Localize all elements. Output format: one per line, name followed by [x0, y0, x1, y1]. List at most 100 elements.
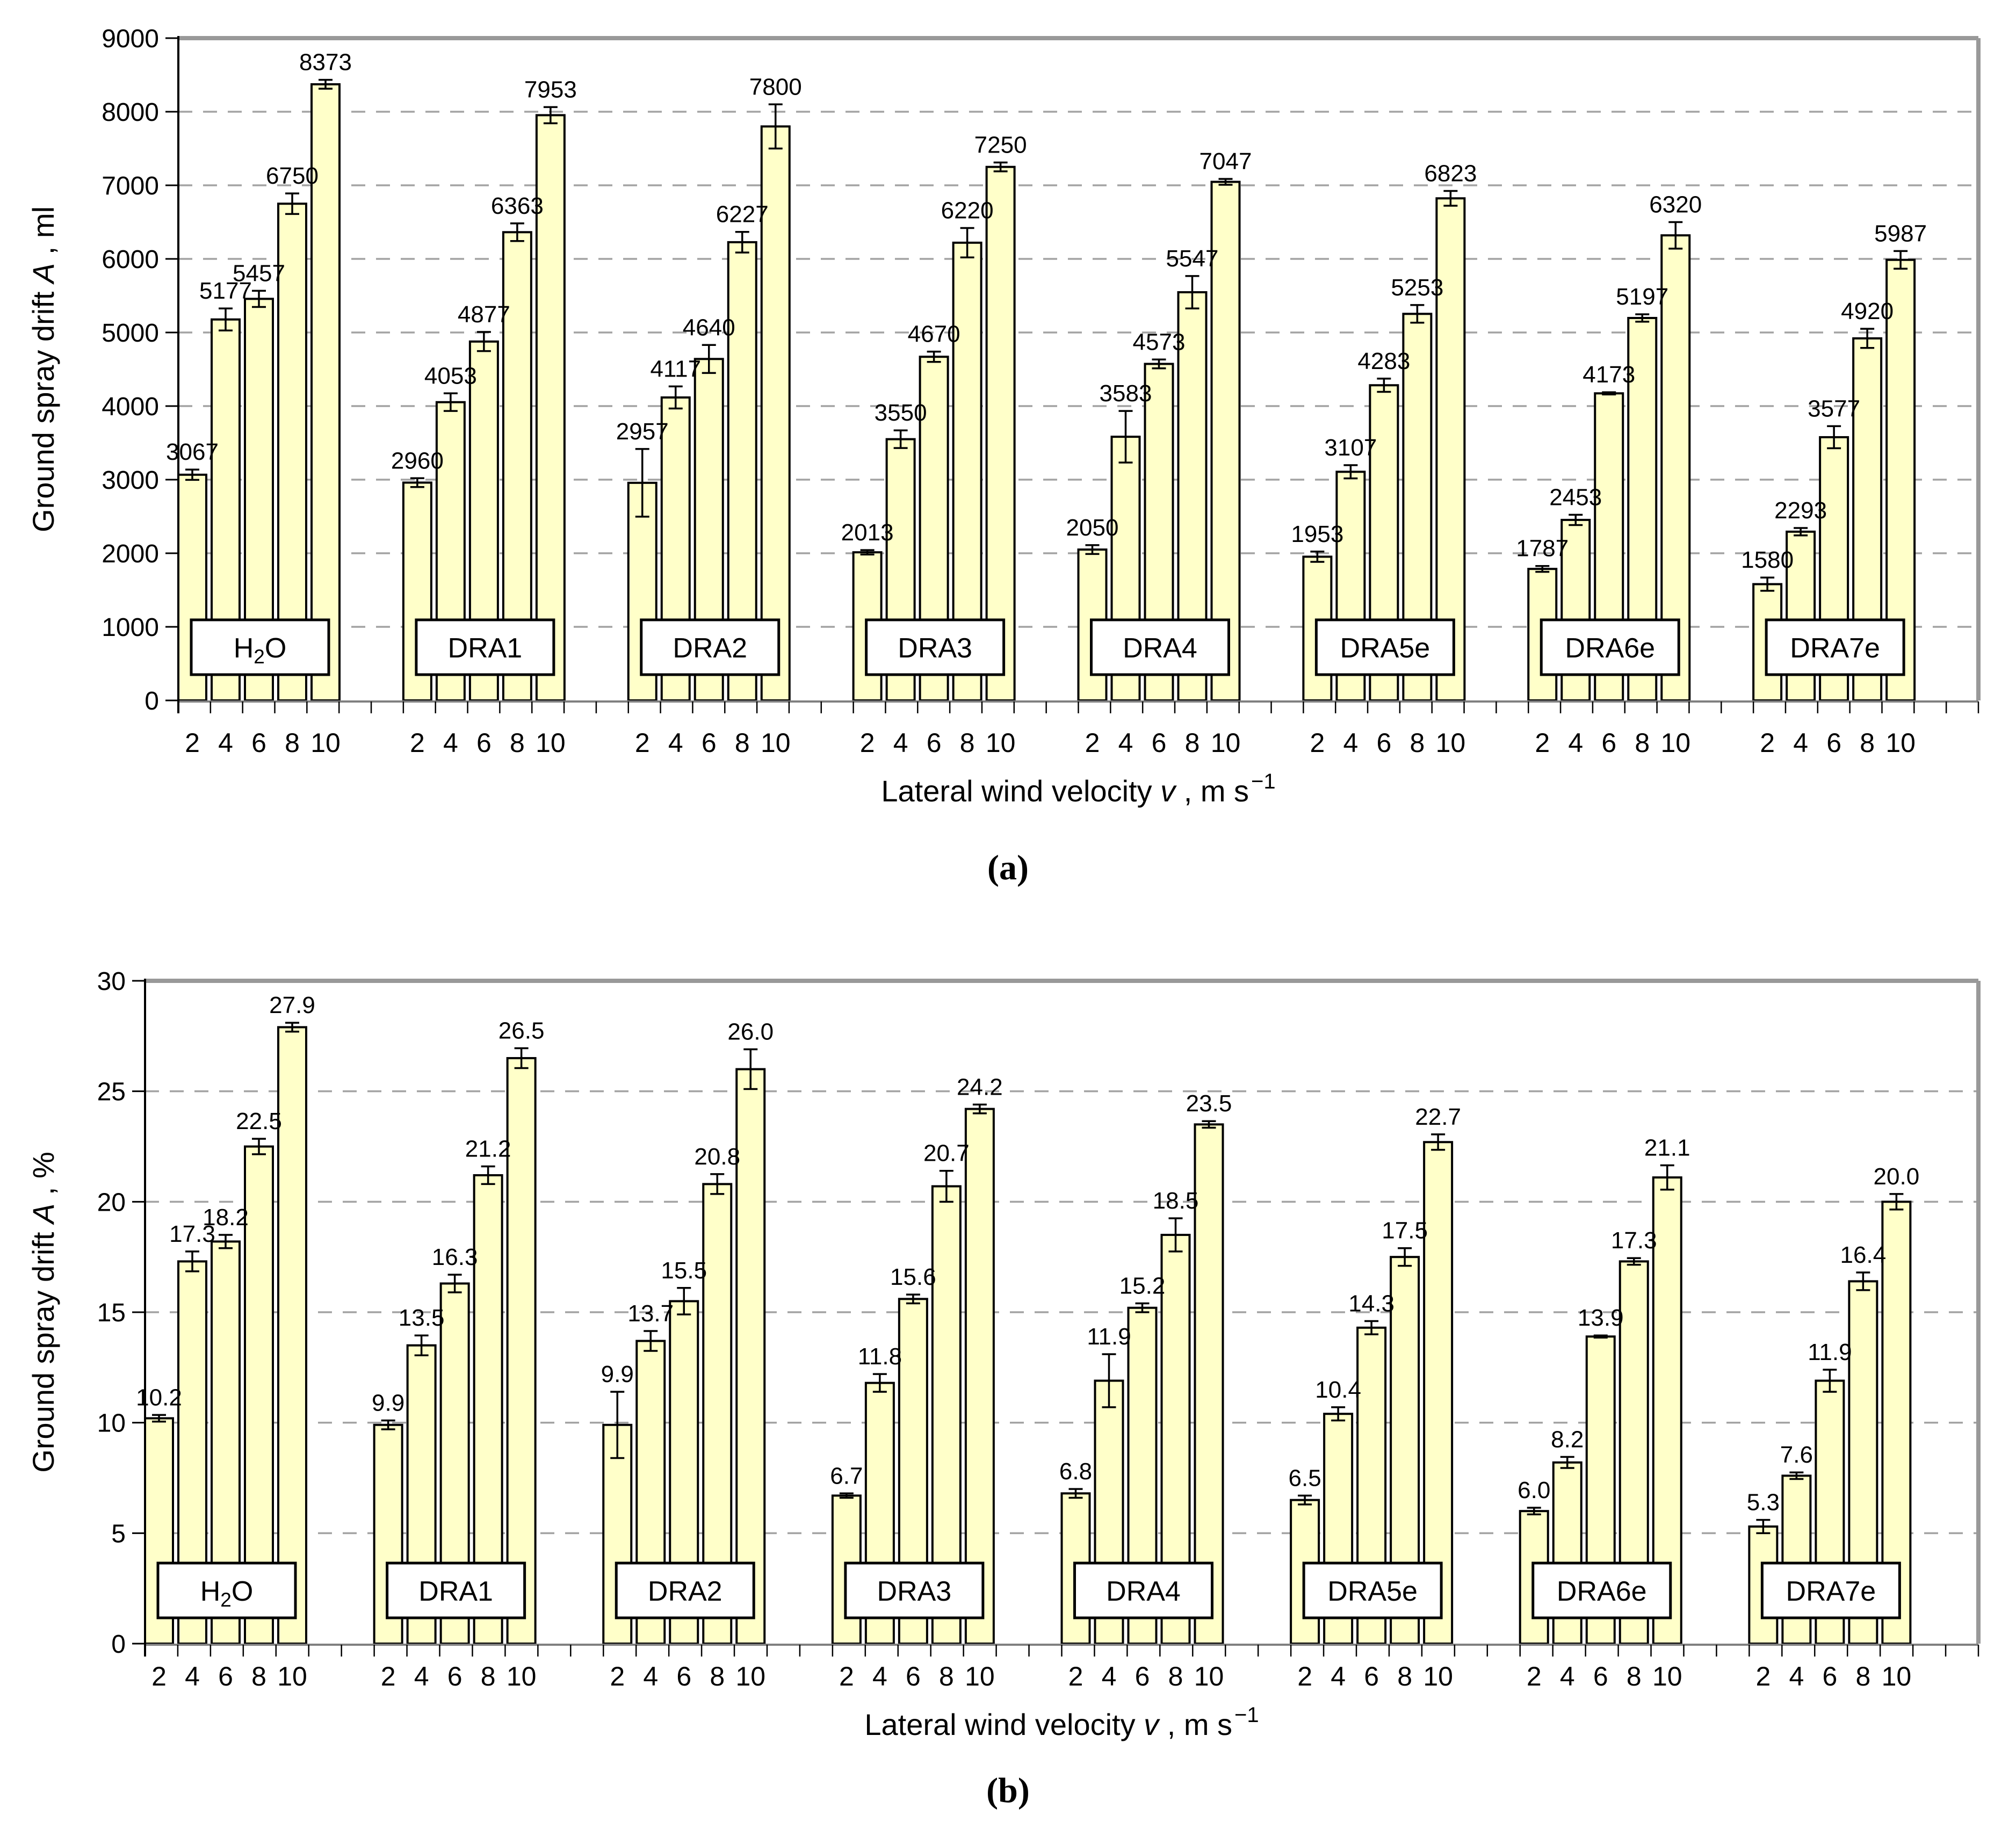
group-label: DRA6e	[1565, 633, 1655, 664]
x-tick-label: 2	[1760, 728, 1775, 758]
y-tick-label: 30	[97, 967, 126, 996]
bar-value-label: 7250	[974, 132, 1027, 158]
x-tick-label: 4	[218, 728, 233, 758]
x-tick-label: 8	[710, 1661, 725, 1691]
y-tick-label: 4000	[102, 393, 159, 421]
x-tick-label: 4	[1118, 728, 1133, 758]
x-tick-label: 8	[285, 728, 300, 758]
bar-value-label: 21.1	[1644, 1134, 1690, 1161]
x-tick-label: 6	[1601, 728, 1616, 758]
x-tick-label: 4	[1560, 1661, 1575, 1691]
y-tick-label: 8000	[102, 98, 159, 127]
bar-value-label: 2013	[841, 519, 894, 546]
bar-value-label: 11.9	[1087, 1323, 1131, 1350]
y-tick-label: 10	[97, 1409, 126, 1438]
bar-value-label: 6.0	[1518, 1477, 1550, 1503]
bar	[1435, 197, 1466, 701]
bar-value-label: 6363	[491, 193, 544, 219]
x-tick-label: 10	[965, 1661, 995, 1691]
x-tick-label: 4	[668, 728, 683, 758]
bar-value-label: 2960	[391, 447, 444, 474]
x-tick-label: 6	[1135, 1661, 1150, 1691]
bar-value-label: 1953	[1291, 521, 1343, 547]
y-tick-label: 3000	[102, 466, 159, 495]
group-label-box	[386, 1561, 526, 1619]
x-tick-label: 2	[1527, 1661, 1542, 1691]
bar-value-label: 6220	[941, 197, 994, 223]
panel-a: 0 1000 2000 3000 4000 5000 6000 7000 8000 9000 H2O…	[26, 25, 1981, 808]
bar-value-label: 3583	[1100, 380, 1152, 407]
bar-value-label: 8.2	[1551, 1426, 1584, 1452]
x-tick-label: 2	[185, 728, 200, 758]
bar-value-label: 2957	[616, 418, 669, 445]
bar-value-label: 5987	[1874, 220, 1927, 247]
bar-value-label: 20.8	[694, 1144, 740, 1170]
caption-b: (b)	[986, 1771, 1030, 1810]
x-tick-label: 6	[1364, 1661, 1379, 1691]
x-tick-label: 6	[702, 728, 717, 758]
x-tick-label: 2	[1085, 728, 1100, 758]
bar-value-label: 5197	[1616, 284, 1668, 310]
x-tick-label: 6	[1826, 728, 1841, 758]
bar-value-label: 4117	[650, 356, 701, 382]
x-tick-label: 8	[1635, 728, 1650, 758]
bar-value-label: 11.8	[858, 1343, 902, 1370]
x-tick-label: 4	[443, 728, 458, 758]
x-tick-label: 8	[481, 1661, 496, 1691]
x-tick-label: 10	[1882, 1661, 1912, 1691]
group-label-box	[156, 1561, 297, 1619]
bar-value-label: 1580	[1741, 547, 1794, 573]
group-label-box	[844, 1561, 985, 1619]
x-tick-label: 6	[1152, 728, 1167, 758]
y-tick-label: 0	[144, 687, 159, 715]
group-label-box	[1090, 618, 1230, 676]
bar-value-label: 15.6	[890, 1264, 936, 1290]
x-tick-label: 10	[735, 1661, 765, 1691]
bar-value-label: 10.4	[1315, 1377, 1361, 1403]
x-tick-label: 10	[1436, 728, 1466, 758]
group-label-box	[1531, 1561, 1672, 1619]
bar-value-label: 8373	[299, 49, 352, 76]
bar-value-label: 18.5	[1153, 1188, 1199, 1214]
bar-value-label: 4173	[1583, 361, 1635, 388]
x-tick-label: 10	[310, 728, 341, 758]
bar-value-label: 5457	[233, 260, 285, 286]
group-label-box	[1760, 1561, 1901, 1619]
group-label: DRA7e	[1790, 633, 1880, 664]
x-tick-label: 10	[1211, 728, 1241, 758]
bar-value-label: 6750	[266, 163, 319, 189]
group-label: DRA4	[1123, 633, 1197, 664]
group-label-box	[865, 618, 1006, 676]
bar-value-label: 6823	[1424, 161, 1477, 187]
y-tick-label: 2000	[102, 540, 159, 568]
x-axis-title: Lateral wind velocity v , m s −1	[881, 770, 1275, 808]
bar	[735, 1068, 766, 1645]
group-label: DRA7e	[1786, 1576, 1876, 1607]
bar-value-label: 20.7	[923, 1140, 970, 1167]
x-tick-label: 10	[507, 1661, 537, 1691]
x-tick-label: 6	[676, 1661, 691, 1691]
bar-value-label: 6.5	[1289, 1465, 1321, 1491]
bar-value-label: 4670	[908, 321, 960, 348]
bar-value-label: 6227	[716, 201, 769, 228]
x-tick-label: 4	[1789, 1661, 1804, 1691]
group-label-box	[1540, 618, 1680, 676]
x-tick-label: 8	[1168, 1661, 1183, 1691]
x-tick-label: 2	[1310, 728, 1325, 758]
x-tick-label: 10	[1423, 1661, 1453, 1691]
x-tick-label: 2	[1755, 1661, 1771, 1691]
bar-value-label: 26.0	[727, 1019, 774, 1045]
x-tick-label: 2	[860, 728, 875, 758]
x-tick-label: 4	[872, 1661, 887, 1691]
group-label: DRA1	[448, 633, 523, 664]
bar-value-label: 7.6	[1780, 1442, 1813, 1468]
x-tick-label: 4	[1331, 1661, 1346, 1691]
bar-value-label: 13.7	[627, 1300, 674, 1327]
bar	[964, 1108, 995, 1645]
bar-value-label: 5253	[1391, 274, 1443, 301]
y-tick-label: 9000	[102, 25, 159, 53]
y-tick-label: 0	[111, 1630, 126, 1659]
bar-value-label: 3550	[875, 400, 927, 426]
x-tick-label: 4	[893, 728, 908, 758]
